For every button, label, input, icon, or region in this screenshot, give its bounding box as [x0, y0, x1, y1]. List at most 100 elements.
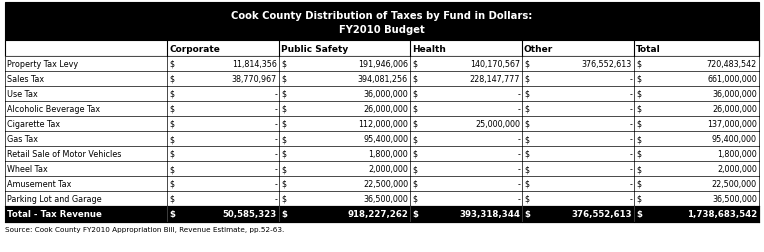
Bar	[5, 72, 759, 87]
Text: Retail Sale of Motor Vehicles: Retail Sale of Motor Vehicles	[7, 149, 121, 158]
Text: 36,500,000: 36,500,000	[712, 194, 757, 203]
Text: -: -	[629, 194, 632, 203]
Text: 376,552,613: 376,552,613	[581, 60, 632, 69]
Bar	[5, 191, 759, 206]
Text: $: $	[524, 60, 529, 69]
Text: 1,738,683,542: 1,738,683,542	[687, 210, 757, 219]
Text: 228,147,777: 228,147,777	[470, 75, 520, 84]
Text: 720,483,542: 720,483,542	[707, 60, 757, 69]
Text: 918,227,262: 918,227,262	[347, 210, 408, 219]
Bar	[5, 161, 759, 176]
Text: Property Tax Levy: Property Tax Levy	[7, 60, 78, 69]
Text: Wheel Tax: Wheel Tax	[7, 164, 47, 173]
Text: Health: Health	[412, 44, 446, 53]
Text: -: -	[274, 194, 277, 203]
Text: Amusement Tax: Amusement Tax	[7, 179, 71, 188]
Text: $: $	[524, 90, 529, 99]
Text: $: $	[636, 164, 641, 173]
Text: $: $	[281, 149, 286, 158]
Text: -: -	[274, 119, 277, 129]
Text: $: $	[281, 179, 286, 188]
Text: $: $	[281, 105, 286, 114]
Text: Parking Lot and Garage: Parking Lot and Garage	[7, 194, 102, 203]
Text: $: $	[636, 210, 642, 219]
Text: $: $	[524, 119, 529, 129]
Text: Sales Tax: Sales Tax	[7, 75, 44, 84]
Text: -: -	[517, 90, 520, 99]
Text: 22,500,000: 22,500,000	[363, 179, 408, 188]
Text: $: $	[169, 210, 175, 219]
Text: -: -	[517, 164, 520, 173]
Text: -: -	[517, 135, 520, 143]
Text: $: $	[524, 164, 529, 173]
Text: $: $	[412, 194, 417, 203]
Text: 376,552,613: 376,552,613	[571, 210, 632, 219]
Text: Total: Total	[636, 44, 661, 53]
Text: -: -	[517, 179, 520, 188]
Text: 191,946,006: 191,946,006	[358, 60, 408, 69]
Text: $: $	[412, 210, 418, 219]
Text: -: -	[517, 105, 520, 114]
Bar	[5, 132, 759, 146]
Text: 22,500,000: 22,500,000	[712, 179, 757, 188]
Text: Cook County Distribution of Taxes by Fund in Dollars:: Cook County Distribution of Taxes by Fun…	[231, 11, 533, 21]
Text: $: $	[412, 60, 417, 69]
Bar	[5, 87, 759, 102]
Text: $: $	[281, 135, 286, 143]
Text: -: -	[629, 179, 632, 188]
Text: $: $	[169, 149, 174, 158]
Text: 36,000,000: 36,000,000	[712, 90, 757, 99]
Text: $: $	[524, 210, 530, 219]
Text: Gas Tax: Gas Tax	[7, 135, 38, 143]
Text: $: $	[636, 75, 641, 84]
Text: 137,000,000: 137,000,000	[707, 119, 757, 129]
Text: FY2010 Budget: FY2010 Budget	[339, 25, 425, 35]
Text: 26,000,000: 26,000,000	[712, 105, 757, 114]
Text: $: $	[169, 135, 174, 143]
Bar	[5, 146, 759, 161]
Text: 1,800,000: 1,800,000	[717, 149, 757, 158]
Text: $: $	[281, 75, 286, 84]
Text: 661,000,000: 661,000,000	[707, 75, 757, 84]
Text: $: $	[636, 60, 641, 69]
Text: $: $	[169, 179, 174, 188]
Text: 26,000,000: 26,000,000	[363, 105, 408, 114]
Bar	[5, 102, 759, 116]
Text: $: $	[412, 179, 417, 188]
Text: -: -	[517, 149, 520, 158]
Text: $: $	[524, 194, 529, 203]
Text: 95,400,000: 95,400,000	[712, 135, 757, 143]
Text: $: $	[281, 119, 286, 129]
Text: 11,814,356: 11,814,356	[232, 60, 277, 69]
Text: 2,000,000: 2,000,000	[717, 164, 757, 173]
Text: $: $	[169, 119, 174, 129]
Text: Use Tax: Use Tax	[7, 90, 37, 99]
Text: 50,585,323: 50,585,323	[223, 210, 277, 219]
Text: -: -	[629, 75, 632, 84]
Text: $: $	[169, 164, 174, 173]
Text: 36,500,000: 36,500,000	[363, 194, 408, 203]
Text: Other: Other	[524, 44, 553, 53]
Text: $: $	[636, 194, 641, 203]
Text: $: $	[524, 135, 529, 143]
Text: 38,770,967: 38,770,967	[231, 75, 277, 84]
Text: Cigarette Tax: Cigarette Tax	[7, 119, 60, 129]
Text: $: $	[412, 105, 417, 114]
Text: $: $	[524, 149, 529, 158]
Text: $: $	[636, 105, 641, 114]
Text: $: $	[412, 135, 417, 143]
Text: $: $	[169, 194, 174, 203]
Text: $: $	[412, 75, 417, 84]
Text: $: $	[636, 90, 641, 99]
Text: Public Safety: Public Safety	[281, 44, 348, 53]
Text: 36,000,000: 36,000,000	[363, 90, 408, 99]
Text: -: -	[274, 135, 277, 143]
Text: $: $	[281, 60, 286, 69]
Text: Total - Tax Revenue: Total - Tax Revenue	[7, 210, 102, 219]
Text: $: $	[524, 75, 529, 84]
Text: Corporate: Corporate	[169, 44, 220, 53]
Text: 393,318,344: 393,318,344	[459, 210, 520, 219]
Text: -: -	[629, 119, 632, 129]
Text: 140,170,567: 140,170,567	[470, 60, 520, 69]
Text: -: -	[629, 135, 632, 143]
